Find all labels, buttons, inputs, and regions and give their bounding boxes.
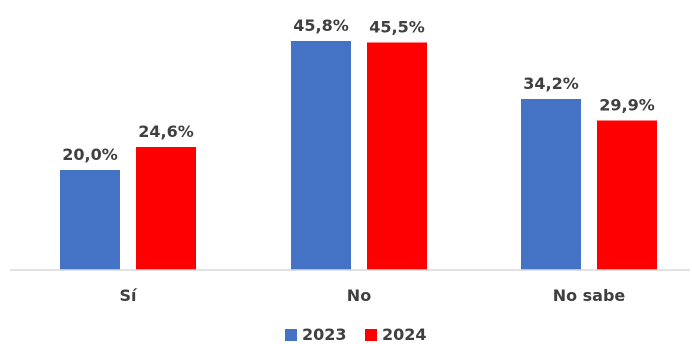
value-label-2023-2: 34,2% (523, 74, 579, 93)
value-label-2024-2: 29,9% (599, 96, 655, 115)
value-labels-group: 20,0% 24,6% 45,8% 45,5% 34,2% 29,9% (62, 16, 655, 164)
value-label-2024-0: 24,6% (138, 122, 194, 141)
legend-swatch-2024 (365, 329, 377, 341)
value-label-2024-1: 45,5% (369, 18, 425, 37)
x-tick-label-1: No (347, 286, 371, 305)
x-tick-label-2: No sabe (553, 286, 626, 305)
bars-group (60, 41, 657, 270)
bar-2023-1 (291, 41, 351, 270)
legend-label-2024: 2024 (382, 325, 427, 344)
bar-2024-1 (367, 42, 427, 270)
bar-2023-0 (60, 170, 120, 270)
bar-2023-2 (521, 99, 581, 270)
bar-2024-2 (597, 120, 657, 270)
legend-label-2023: 2023 (302, 325, 347, 344)
value-label-2023-1: 45,8% (293, 16, 349, 35)
x-tick-labels: Sí No No sabe (119, 286, 625, 305)
legend: 2023 2024 (285, 325, 427, 344)
legend-swatch-2023 (285, 329, 297, 341)
x-tick-label-0: Sí (119, 286, 138, 305)
value-label-2023-0: 20,0% (62, 145, 118, 164)
bar-2024-0 (136, 147, 196, 270)
